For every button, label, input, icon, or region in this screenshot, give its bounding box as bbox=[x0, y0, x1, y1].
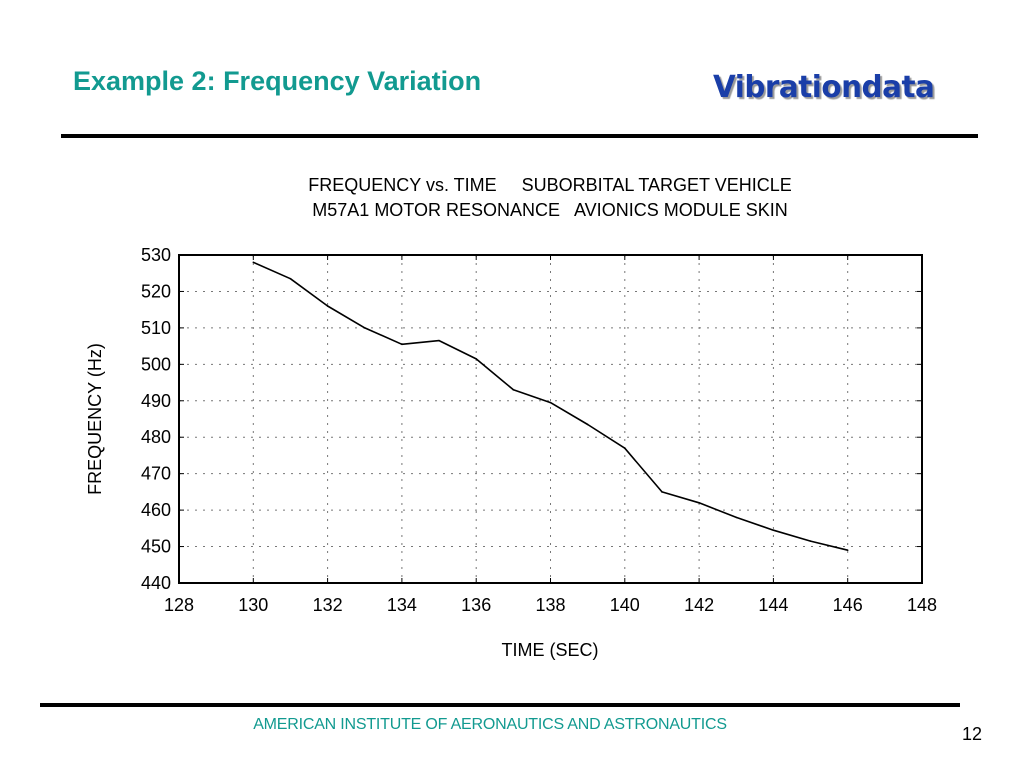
data-point bbox=[846, 549, 849, 551]
plot-area-frame bbox=[178, 254, 923, 584]
y-tick-labels: 440 450 460 470 480 490 500 510 520 530 bbox=[141, 245, 171, 593]
data-point bbox=[512, 389, 515, 391]
data-point bbox=[549, 401, 552, 404]
data-point bbox=[735, 516, 738, 519]
data-point bbox=[624, 447, 626, 449]
data-point bbox=[661, 491, 663, 493]
y-tick-label: 440 bbox=[141, 573, 171, 593]
y-tick-label: 520 bbox=[141, 281, 171, 301]
footer-divider bbox=[40, 703, 960, 707]
x-tick-label: 130 bbox=[238, 595, 268, 615]
x-tick-labels: 128 130 132 134 136 138 140 142 144 146 148 bbox=[164, 595, 937, 615]
x-tick-label: 140 bbox=[610, 595, 640, 615]
slide-title: Example 2: Frequency Variation bbox=[73, 66, 482, 96]
header-divider bbox=[61, 134, 978, 138]
data-point bbox=[772, 529, 775, 531]
data-point bbox=[252, 261, 255, 264]
data-point bbox=[438, 339, 440, 342]
y-tick-label: 460 bbox=[141, 500, 171, 520]
x-tick-label: 138 bbox=[535, 595, 565, 615]
series-layer bbox=[252, 261, 849, 551]
x-tick-label: 146 bbox=[833, 595, 863, 615]
y-tick-label: 470 bbox=[141, 464, 171, 484]
y-tick-label: 450 bbox=[141, 537, 171, 557]
data-point bbox=[698, 502, 700, 504]
y-tick-label: 490 bbox=[141, 391, 171, 411]
x-tick-label: 128 bbox=[164, 595, 194, 615]
footer-organization: AMERICAN INSTITUTE OF AERONAUTICS AND AS… bbox=[253, 716, 727, 733]
y-tick-label: 530 bbox=[141, 245, 171, 265]
x-tick-label: 144 bbox=[758, 595, 788, 615]
data-point bbox=[586, 423, 589, 426]
x-tick-label: 136 bbox=[461, 595, 491, 615]
data-point bbox=[326, 305, 329, 307]
vibrationdata-logo: Vibrationdata bbox=[713, 70, 935, 105]
x-tick-label: 148 bbox=[907, 595, 937, 615]
y-tick-label: 480 bbox=[141, 427, 171, 447]
x-tick-label: 142 bbox=[684, 595, 714, 615]
y-axis-label: FREQUENCY (Hz) bbox=[85, 343, 105, 495]
x-axis-label: TIME (SEC) bbox=[502, 640, 599, 660]
chart-title-line-2: M57A1 MOTOR RESONANCE AVIONICS MODULE SK… bbox=[312, 200, 787, 220]
data-point bbox=[363, 327, 366, 329]
y-tick-label: 510 bbox=[141, 318, 171, 338]
y-tick-label: 500 bbox=[141, 354, 171, 374]
data-point bbox=[475, 358, 478, 360]
x-tick-label: 134 bbox=[387, 595, 417, 615]
x-tick-label: 132 bbox=[313, 595, 343, 615]
data-point bbox=[809, 540, 812, 542]
page-number: 12 bbox=[962, 724, 983, 744]
data-point bbox=[289, 277, 292, 280]
series-line-frequency bbox=[252, 261, 848, 551]
data-point bbox=[401, 343, 403, 346]
chart-title-line-1: FREQUENCY vs. TIME SUBORBITAL TARGET VEH… bbox=[308, 175, 791, 195]
grid-lines bbox=[179, 255, 922, 583]
